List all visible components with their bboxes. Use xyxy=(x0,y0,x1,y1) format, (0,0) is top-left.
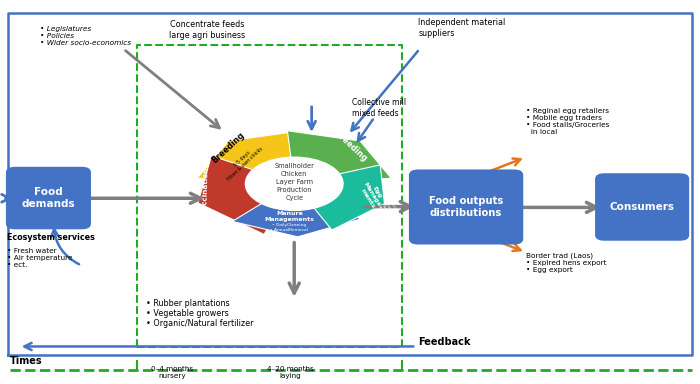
Text: 3-5 days
Hisex & own chicks: 3-5 days Hisex & own chicks xyxy=(223,142,265,181)
Text: Breeding: Breeding xyxy=(210,130,246,165)
Text: • DailyCleaning
• AnnualRemoval: • DailyCleaning • AnnualRemoval xyxy=(270,223,308,232)
Text: Consumers: Consumers xyxy=(610,202,675,212)
Text: Food outputs
distributions: Food outputs distributions xyxy=(429,196,503,218)
Text: Border trad (Laos)
• Expired hens export
• Egg export: Border trad (Laos) • Expired hens export… xyxy=(526,252,606,273)
Text: • Rubber plantations
• Vegetable growers
• Organic/Natural fertilizer: • Rubber plantations • Vegetable growers… xyxy=(146,299,254,328)
Text: Manure
Managements: Manure Managements xyxy=(265,212,314,222)
Polygon shape xyxy=(288,131,391,184)
Text: Vaccinations: Vaccinations xyxy=(202,162,210,214)
Polygon shape xyxy=(198,156,294,234)
Text: Ecosystem services: Ecosystem services xyxy=(7,233,94,242)
Text: • Legislatures
• Policies
• Wider socio-economics: • Legislatures • Policies • Wider socio-… xyxy=(40,26,131,46)
FancyBboxPatch shape xyxy=(410,170,522,243)
FancyBboxPatch shape xyxy=(596,174,688,240)
Text: • Reginal egg retailers
• Mobile egg traders
• Food stalls/Groceries
  in local: • Reginal egg retailers • Mobile egg tra… xyxy=(526,108,609,135)
Text: Independent material
suppliers: Independent material suppliers xyxy=(419,18,505,38)
Text: Times: Times xyxy=(10,356,43,366)
Circle shape xyxy=(246,157,343,210)
Text: Concentrate feeds
large agri business: Concentrate feeds large agri business xyxy=(169,20,245,40)
Text: Egg
Manage-
ments: Egg Manage- ments xyxy=(357,178,387,213)
Text: Smallholder
Chicken
Layer Farm
Production
Cycle: Smallholder Chicken Layer Farm Productio… xyxy=(274,163,314,201)
Text: • Fresh water
• Air temperature
• ect.: • Fresh water • Air temperature • ect. xyxy=(7,248,73,268)
Text: Feeding: Feeding xyxy=(337,132,369,163)
Polygon shape xyxy=(232,184,361,237)
Text: 0–4 months
nursery: 0–4 months nursery xyxy=(151,366,193,379)
Text: Collective mill
mixed feeds: Collective mill mixed feeds xyxy=(352,98,406,118)
FancyBboxPatch shape xyxy=(7,168,90,228)
Polygon shape xyxy=(294,165,384,230)
Text: 4–20 months
laying: 4–20 months laying xyxy=(267,366,314,379)
Text: Feedback: Feedback xyxy=(419,337,471,347)
Text: Food
demands: Food demands xyxy=(22,187,76,209)
Polygon shape xyxy=(197,131,301,184)
Text: Collecting•
Cleaning•
Sorting
Packing: Collecting• Cleaning• Sorting Packing xyxy=(374,196,402,225)
